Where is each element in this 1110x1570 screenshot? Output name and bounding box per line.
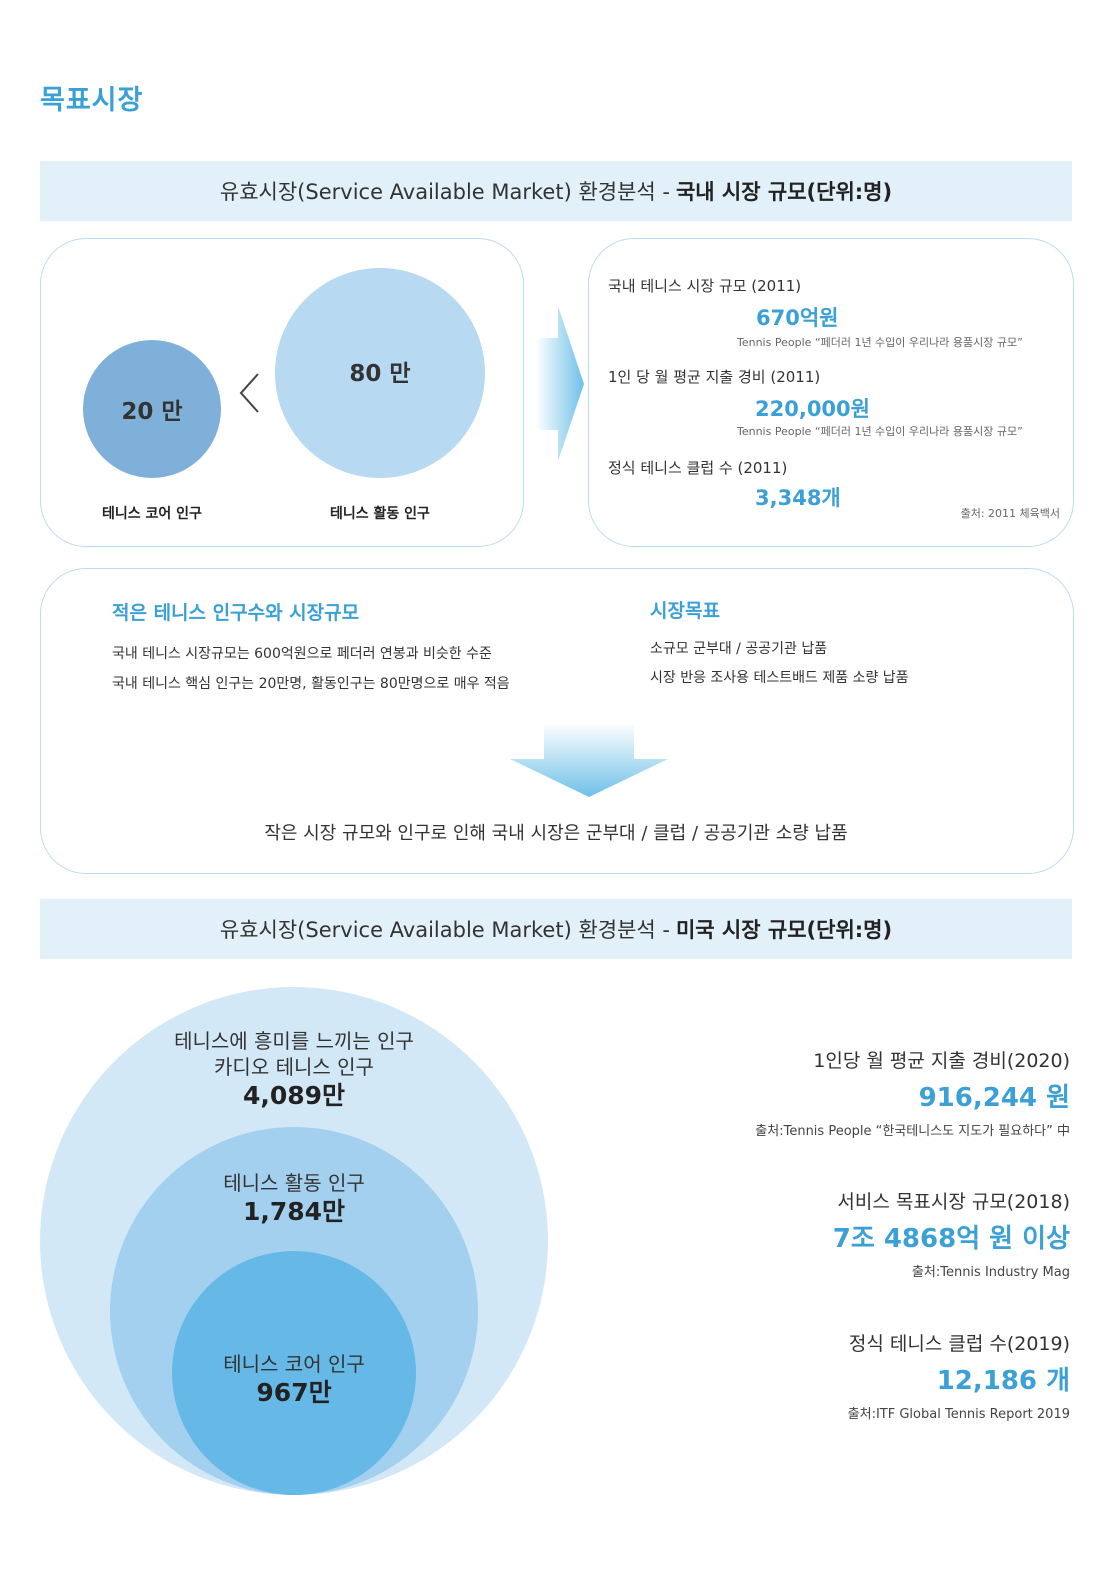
us-stat-source: 출처:ITF Global Tennis Report 2019 bbox=[847, 1407, 1070, 1422]
us-section-header: 유효시장(Service Available Market) 환경분석 - 미국… bbox=[40, 899, 1072, 959]
less-than-icon bbox=[236, 368, 266, 418]
active-population-value: 80 만 bbox=[349, 361, 411, 387]
core-population-circle: 20 만 bbox=[83, 340, 221, 478]
domestic-header-bold: 국내 시장 규모(단위:명) bbox=[675, 180, 893, 204]
domestic-source: 출처: 2011 체육백서 bbox=[960, 507, 1060, 520]
down-arrow-icon bbox=[510, 723, 668, 797]
us-stat-value: 916,244 원 bbox=[918, 1083, 1070, 1113]
us-header-bold: 미국 시장 규모(단위:명) bbox=[675, 918, 893, 942]
analysis-left-line: 국내 테니스 시장규모는 600억원으로 페더러 연봉과 비슷한 수준 bbox=[112, 646, 492, 662]
us-interested-population-label: 테니스에 흥미를 느끼는 인구 카디오 테니스 인구 4,089만 bbox=[94, 1028, 494, 1112]
us-stat-value: 12,186 개 bbox=[936, 1366, 1070, 1396]
domestic-stat-value: 670억원 bbox=[756, 306, 839, 330]
us-stat-value: 7조 4868억 원 이상 bbox=[832, 1224, 1070, 1254]
us-stat-source: 출처:Tennis Industry Mag bbox=[911, 1265, 1070, 1280]
us-stat-source: 출처:Tennis People “한국테니스도 지도가 필요하다” 中 bbox=[755, 1124, 1070, 1139]
analysis-card bbox=[40, 568, 1074, 874]
us-header-text: 유효시장(Service Available Market) 환경분석 - bbox=[219, 918, 670, 942]
us-core-population-label: 테니스 코어 인구 967만 bbox=[94, 1351, 494, 1409]
domestic-stats-card bbox=[588, 238, 1074, 547]
us-core-population-circle bbox=[172, 1251, 416, 1495]
analysis-right-line: 시장 반응 조사용 테스트배드 제품 소량 납품 bbox=[650, 670, 909, 686]
us-core-population-value: 967만 bbox=[256, 1378, 332, 1407]
core-population-caption: 테니스 코어 인구 bbox=[102, 506, 202, 522]
core-population-value: 20 만 bbox=[121, 399, 183, 425]
domestic-section-header: 유효시장(Service Available Market) 환경분석 - 국내… bbox=[40, 161, 1072, 221]
us-stat-label: 정식 테니스 클럽 수(2019) bbox=[848, 1333, 1070, 1355]
us-interested-population-value: 4,089만 bbox=[242, 1081, 346, 1110]
domestic-stat-label: 정식 테니스 클럽 수 (2011) bbox=[608, 459, 788, 477]
analysis-left-line: 국내 테니스 핵심 인구는 20만명, 활동인구는 80만명으로 매우 적음 bbox=[112, 676, 510, 692]
analysis-conclusion: 작은 시장 규모와 인구로 인해 국내 시장은 군부대 / 클럽 / 공공기관 … bbox=[264, 823, 848, 844]
us-core-label: 테니스 코어 인구 bbox=[223, 1352, 365, 1376]
page-title: 목표시장 bbox=[40, 85, 144, 116]
us-interested-label-line: 테니스에 흥미를 느끼는 인구 bbox=[174, 1029, 414, 1053]
us-interested-label-line: 카디오 테니스 인구 bbox=[214, 1055, 374, 1079]
right-arrow-icon bbox=[536, 306, 586, 461]
us-active-population-label: 테니스 활동 인구 1,784만 bbox=[94, 1170, 494, 1228]
us-stat-label: 1인당 월 평균 지출 경비(2020) bbox=[813, 1050, 1070, 1072]
domestic-stat-label: 1인 당 월 평균 지출 경비 (2011) bbox=[608, 368, 821, 386]
domestic-stat-note: Tennis People “페더러 1년 수입이 우리나라 용품시장 규모” bbox=[737, 336, 1023, 349]
analysis-right-title: 시장목표 bbox=[650, 600, 720, 622]
us-stat-label: 서비스 목표시장 규모(2018) bbox=[837, 1191, 1070, 1213]
domestic-stat-note: Tennis People “페더러 1년 수입이 우리나라 용품시장 규모” bbox=[737, 425, 1023, 438]
us-stat-block: 1인당 월 평균 지출 경비(2020) 916,244 원 출처:Tennis… bbox=[755, 1046, 1070, 1139]
active-population-circle: 80 만 bbox=[275, 268, 485, 478]
us-stat-block: 서비스 목표시장 규모(2018) 7조 4868억 원 이상 출처:Tenni… bbox=[833, 1187, 1070, 1280]
active-population-caption: 테니스 활동 인구 bbox=[330, 506, 430, 522]
analysis-left-title: 적은 테니스 인구수와 시장규모 bbox=[112, 602, 360, 624]
domestic-header-text: 유효시장(Service Available Market) 환경분석 - bbox=[219, 180, 670, 204]
us-active-population-value: 1,784만 bbox=[242, 1197, 346, 1226]
analysis-right-line: 소규모 군부대 / 공공기관 납품 bbox=[650, 641, 828, 657]
domestic-stat-label: 국내 테니스 시장 규모 (2011) bbox=[608, 277, 802, 295]
us-active-label: 테니스 활동 인구 bbox=[223, 1171, 365, 1195]
domestic-stat-value: 220,000원 bbox=[755, 397, 870, 421]
us-stat-block: 정식 테니스 클럽 수(2019) 12,186 개 출처:ITF Global… bbox=[848, 1329, 1070, 1422]
domestic-stat-value: 3,348개 bbox=[755, 486, 841, 510]
